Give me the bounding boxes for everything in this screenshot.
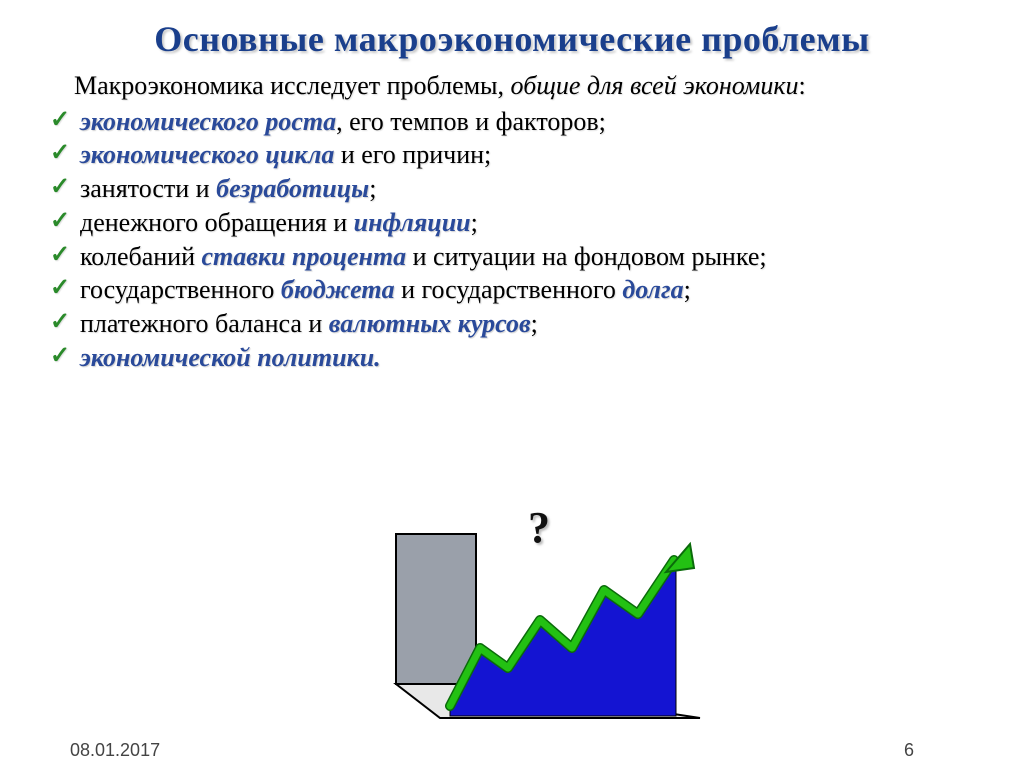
bullet-keyword: инфляции [354, 208, 471, 237]
list-item: государственного бюджета и государственн… [44, 273, 980, 307]
bullet-text: ; [684, 275, 691, 304]
growth-chart: ? [390, 528, 710, 728]
bullet-text: денежного обращения и [80, 208, 354, 237]
bullet-text: и государственного [395, 275, 623, 304]
list-item: занятости и безработицы; [44, 172, 980, 206]
list-item: платежного баланса и валютных курсов; [44, 307, 980, 341]
bullet-text: ; [369, 174, 376, 203]
intro-tail: : [799, 71, 806, 100]
bullet-text: колебаний [80, 242, 202, 271]
bullet-text: занятости и [80, 174, 216, 203]
intro-paragraph: Макроэкономика исследует проблемы, общие… [44, 70, 980, 103]
intro-italic: общие для всей экономики [511, 71, 799, 100]
list-item: экономического роста, его темпов и факто… [44, 105, 980, 139]
list-item: экономического цикла и его причин; [44, 138, 980, 172]
bullet-text: и его причин; [334, 140, 491, 169]
bullet-text: , его темпов и факторов; [336, 107, 606, 136]
question-mark-icon: ? [528, 502, 550, 553]
intro-plain: Макроэкономика исследует проблемы, [74, 71, 511, 100]
bullet-keyword: безработицы [216, 174, 369, 203]
bullet-keyword: экономической политики. [80, 343, 381, 372]
list-item: экономической политики. [44, 341, 980, 375]
bullet-keyword: экономического цикла [80, 140, 334, 169]
slide-title: Основные макроэкономические проблемы [44, 18, 980, 60]
bullet-list: экономического роста, его темпов и факто… [44, 105, 980, 375]
chart-back-panel [396, 534, 476, 684]
footer-date: 08.01.2017 [70, 740, 160, 761]
bullet-keyword: бюджета [281, 275, 395, 304]
list-item: денежного обращения и инфляции; [44, 206, 980, 240]
bullet-text: ; [531, 309, 538, 338]
bullet-text: государственного [80, 275, 281, 304]
bullet-text: платежного баланса и [80, 309, 329, 338]
footer-page-number: 6 [904, 740, 914, 761]
bullet-keyword: валютных курсов [329, 309, 531, 338]
list-item: колебаний ставки процента и ситуации на … [44, 240, 980, 274]
chart-svg [390, 528, 710, 728]
bullet-text: и ситуации на фондовом рынке; [406, 242, 766, 271]
bullet-keyword: экономического роста [80, 107, 336, 136]
bullet-keyword: ставки процента [202, 242, 407, 271]
bullet-keyword: долга [622, 275, 683, 304]
bullet-text: ; [471, 208, 478, 237]
